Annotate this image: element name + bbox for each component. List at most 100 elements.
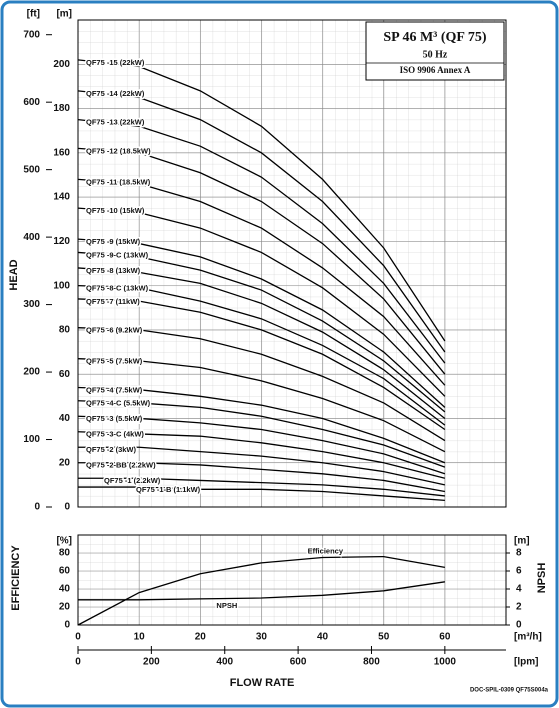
y-tick-label: 20	[59, 602, 71, 613]
y-tick-label: 80	[59, 548, 71, 559]
curve-label: QF75 -9 (15kW)	[86, 237, 141, 246]
chart-standard: ISO 9906 Annex A	[400, 65, 471, 75]
curve-label: QF75 -2-BB (2.2kW)	[86, 461, 156, 470]
y-tick-label: 40	[59, 584, 71, 595]
x2-tick-label: 800	[363, 657, 380, 668]
y-unit: [m]	[56, 9, 72, 20]
curve-label: QF75 -14 (22kW)	[86, 89, 145, 98]
curve-label: QF75 -4 (7.5kW)	[86, 385, 143, 394]
curve	[77, 555, 445, 626]
y2-tick-label: 600	[23, 97, 40, 108]
x-tick-label: 30	[256, 632, 268, 643]
y-tick-label: 0	[64, 620, 70, 631]
y-tick-label: 100	[53, 280, 70, 291]
curve	[78, 581, 445, 601]
curve-label: QF75 -15 (22kW)	[86, 58, 145, 67]
y-tick-label: 0	[64, 502, 70, 513]
x2-tick-label: 600	[290, 657, 307, 668]
y2-tick-label: 500	[23, 164, 40, 175]
curve	[77, 298, 446, 431]
footer: DOC-SPIL-0309 QF75S004a	[470, 688, 549, 694]
curve-label: QF75 -5 (7.5kW)	[86, 357, 143, 366]
y2-unit: [m]	[514, 536, 530, 547]
y-tick-label: 80	[59, 325, 71, 336]
curve	[77, 284, 446, 426]
curve-label: QF75 -9-C (13kW)	[86, 250, 149, 259]
x2-tick-label: 1000	[434, 657, 457, 668]
x-tick-label: 60	[439, 632, 451, 643]
curve-label: QF75 -6 (9.2kW)	[86, 326, 143, 335]
curve-label: QF75 -10 (15kW)	[86, 206, 145, 215]
y-unit: [%]	[56, 536, 72, 547]
x2-tick-label: 0	[75, 657, 81, 668]
chart-subtitle: 50 Hz	[423, 49, 448, 60]
y-tick-label: 180	[53, 103, 70, 114]
curve	[77, 118, 446, 364]
curve-label: QF75 -1-B (1.1kW)	[136, 485, 201, 494]
curve	[78, 462, 445, 493]
curve-label: Efficiency	[308, 546, 344, 555]
x-label: FLOW RATE	[230, 677, 295, 689]
y2-label: NPSH	[536, 563, 548, 594]
curve	[77, 178, 446, 386]
x-tick-label: 0	[75, 632, 81, 643]
y2-tick-label: 400	[23, 232, 40, 243]
x2-unit: [lpm]	[514, 657, 538, 668]
x-tick-label: 40	[317, 632, 329, 643]
curve-label: QF75 -13 (22kW)	[86, 118, 145, 127]
y-tick-label: 200	[53, 59, 70, 70]
y2-tick-label: 6	[516, 566, 522, 577]
curve	[77, 386, 446, 464]
plot-frame	[77, 534, 507, 626]
y2-unit: [ft]	[27, 9, 40, 20]
curve-label: QF75 -1 (2.2kW)	[104, 476, 161, 485]
x2-tick-label: 200	[143, 657, 160, 668]
curve	[77, 400, 446, 468]
y-tick-label: 60	[59, 566, 71, 577]
y-tick-label: 140	[53, 192, 70, 203]
curve-label: QF75 -4-C (5.5kW)	[86, 399, 151, 408]
curve	[77, 358, 446, 453]
y-tick-label: 40	[59, 413, 71, 424]
curve	[78, 486, 445, 502]
y-tick-label: 120	[53, 236, 70, 247]
curve	[77, 207, 446, 397]
curve	[78, 477, 445, 497]
curve	[77, 238, 446, 408]
curve	[77, 327, 446, 442]
curve-label: NPSH	[216, 601, 237, 610]
y-tick-label: 20	[59, 457, 71, 468]
title-box	[365, 21, 505, 81]
y2-tick-label: 2	[516, 602, 522, 613]
x-tick-label: 10	[134, 632, 146, 643]
x-unit: [m³/h]	[514, 632, 542, 643]
curve-label: QF75 -3 (5.5kW)	[86, 414, 143, 423]
curve-label: QF75 -7 (11kW)	[86, 297, 140, 306]
curve-label: QF75 -2 (3kW)	[86, 445, 137, 454]
curve-label: QF75 -8 (13kW)	[86, 266, 141, 275]
curve	[77, 267, 446, 419]
curve	[77, 415, 446, 475]
x-tick-label: 20	[195, 632, 207, 643]
plot-frame	[77, 19, 507, 508]
y2-tick-label: 700	[23, 29, 40, 40]
curve	[77, 147, 446, 375]
curve-label: QF75 -8-C (13kW)	[86, 284, 149, 293]
minor-grid	[78, 535, 506, 625]
y2-tick-label: 100	[23, 434, 40, 445]
x-tick-label: 50	[378, 632, 390, 643]
y-tick-label: 160	[53, 147, 70, 158]
y2-tick-label: 0	[34, 502, 40, 513]
curve-label: QF75 -11 (18.5kW)	[86, 177, 151, 186]
curve-label: QF75 -3-C (4kW)	[86, 430, 144, 439]
y-label: EFFICIENCY	[10, 545, 22, 611]
y2-tick-label: 300	[23, 299, 40, 310]
y-label: HEAD	[8, 259, 20, 290]
curve	[78, 446, 445, 486]
y-tick-label: 60	[59, 369, 71, 380]
curve	[77, 431, 446, 479]
curve	[77, 251, 446, 413]
curve-label: QF75 -12 (18.5kW)	[86, 146, 151, 155]
y2-tick-label: 4	[516, 584, 522, 595]
